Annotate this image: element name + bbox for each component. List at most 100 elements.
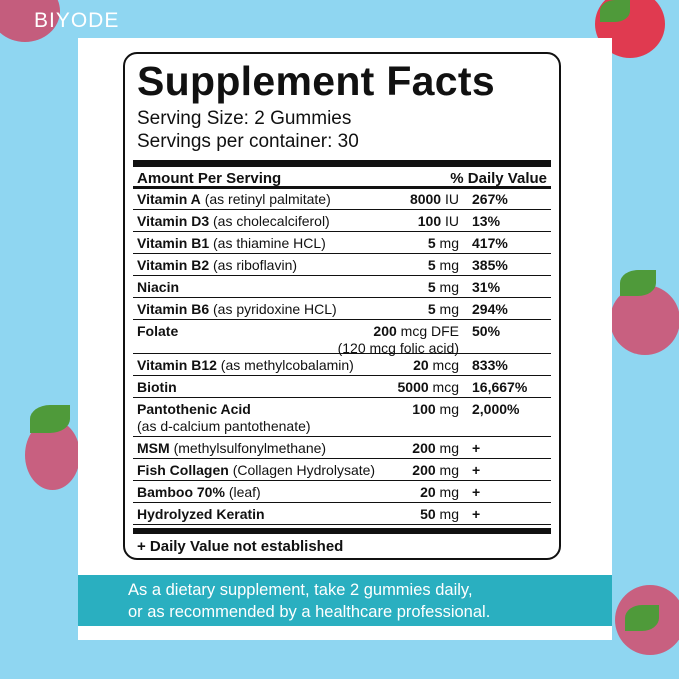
- amount: 200: [412, 440, 436, 456]
- nutrient-name: Vitamin D3: [137, 213, 210, 229]
- daily-value: 417%: [472, 235, 508, 251]
- nutrient-name: Vitamin B2: [137, 257, 210, 273]
- nutrient-name-cell: Hydrolyzed Keratin: [137, 506, 265, 522]
- daily-value: +: [472, 462, 481, 478]
- daily-value: 267%: [472, 191, 508, 207]
- nutrient-qualifier: (as pyridoxine HCL): [213, 301, 337, 317]
- nutrient-name-cell: MSM (methylsulfonylmethane): [137, 440, 326, 456]
- nutrient-name: Niacin: [137, 279, 180, 295]
- rule: [133, 186, 551, 189]
- nutrient-name: Vitamin A: [137, 191, 201, 207]
- daily-value: 13%: [472, 213, 501, 229]
- table-header: Amount Per Serving % Daily Value: [133, 169, 551, 188]
- leaf: [620, 270, 656, 296]
- daily-value: 833%: [472, 357, 508, 373]
- nutrient-row: Vitamin A (as retinyl palmitate) 8000 IU 2…: [133, 188, 551, 210]
- nutrient-name-cell: Vitamin A (as retinyl palmitate): [137, 191, 331, 207]
- nutrient-qualifier: (as retinyl palmitate): [204, 191, 331, 207]
- panel-title: Supplement Facts: [137, 58, 495, 104]
- unit: mg: [439, 235, 459, 251]
- nutrient-name-cell: Bamboo 70% (leaf): [137, 484, 261, 500]
- daily-value: +: [472, 484, 481, 500]
- daily-value: +: [472, 506, 481, 522]
- header-amount: Amount Per Serving: [137, 170, 282, 187]
- nutrient-row: Pantothenic Acid (as d-calcium pantothena…: [133, 398, 551, 437]
- unit: mg: [439, 257, 459, 273]
- daily-value: 31%: [472, 279, 501, 295]
- nutrient-name: Bamboo 70%: [137, 484, 225, 500]
- nutrient-row: Bamboo 70% (leaf) 20 mg +: [133, 481, 551, 503]
- daily-value: 16,667%: [472, 379, 528, 395]
- thick-rule: [133, 528, 551, 534]
- nutrient-name: Biotin: [137, 379, 177, 395]
- nutrient-name-cell: Niacin: [137, 279, 179, 295]
- nutrient-name-cell: Vitamin B6 (as pyridoxine HCL): [137, 301, 337, 317]
- amount-cell: 20 mg: [420, 484, 459, 500]
- amount: 200: [373, 323, 397, 339]
- nutrient-name-cell: Pantothenic Acid: [137, 401, 251, 417]
- daily-value: 2,000%: [472, 401, 520, 417]
- unit: mg: [439, 401, 459, 417]
- nutrient-row: Biotin 5000 mcg 16,667%: [133, 376, 551, 398]
- daily-value: 50%: [472, 323, 501, 339]
- daily-value: 294%: [472, 301, 508, 317]
- nutrient-row: Folate 200 mcg DFE (120 mcg folic acid) 50%: [133, 320, 551, 356]
- directions-band: As a dietary supplement, take 2 gummies …: [78, 575, 612, 626]
- amount-cell: 5000 mcg: [398, 379, 460, 395]
- amount-cell: 200 mcg DFE: [373, 323, 459, 339]
- amount: 100: [417, 213, 442, 229]
- nutrient-row: Vitamin B6 (as pyridoxine HCL) 5 mg 294%: [133, 298, 551, 320]
- nutrient-qualifier: (as thiamine HCL): [213, 235, 326, 251]
- nutrient-row: Vitamin B1 (as thiamine HCL) 5 mg 417%: [133, 232, 551, 254]
- nutrient-row: Vitamin B2 (as riboflavin) 5 mg 385%: [133, 254, 551, 276]
- unit: mcg: [432, 357, 459, 373]
- directions-line: or as recommended by a healthcare profes…: [128, 603, 491, 621]
- nutrient-name: Vitamin B1: [137, 235, 210, 251]
- leaf: [625, 605, 659, 631]
- amount-cell: 5 mg: [428, 301, 459, 317]
- servings-per-container: Servings per container: 30: [137, 131, 359, 152]
- amount-cell: 100 mg: [412, 401, 459, 417]
- directions-line: As a dietary supplement, take 2 gummies …: [128, 581, 473, 599]
- nutrient-rows: Vitamin A (as retinyl palmitate) 8000 IU 2…: [133, 188, 551, 525]
- nutrient-name: Pantothenic Acid: [137, 401, 251, 417]
- unit: mcg: [432, 379, 459, 395]
- supplement-panel: Supplement Facts Serving Size: 2 Gummies…: [123, 52, 561, 560]
- amount: 8000: [409, 191, 442, 207]
- header-daily-value: % Daily Value: [450, 170, 547, 187]
- amount: 5: [427, 301, 436, 317]
- raspberry: [610, 285, 679, 355]
- nutrient-name-cell: Folate: [137, 323, 178, 339]
- nutrient-name-cell: Biotin: [137, 379, 177, 395]
- nutrient-name-cell: Fish Collagen (Collagen Hydrolysate): [137, 462, 375, 478]
- unit: mg: [439, 279, 459, 295]
- amount-cell: 50 mg: [420, 506, 459, 522]
- nutrient-row: Hydrolyzed Keratin 50 mg +: [133, 503, 551, 525]
- leaf: [600, 0, 630, 22]
- amount-cell: 8000 IU: [410, 191, 459, 207]
- amount: 5: [427, 257, 436, 273]
- brand-logo: BIYODE: [34, 9, 120, 32]
- amount-note: (120 mcg folic acid): [337, 340, 459, 356]
- unit: IU: [445, 191, 459, 207]
- amount-cell: 100 IU: [418, 213, 459, 229]
- unit: mcg DFE: [400, 323, 459, 339]
- nutrient-qualifier: (as riboflavin): [213, 257, 298, 273]
- nutrient-qualifier: (as methylcobalamin): [220, 357, 354, 373]
- nutrient-name: Fish Collagen: [137, 462, 229, 478]
- nutrient-name: Folate: [137, 323, 179, 339]
- amount: 5: [427, 235, 436, 251]
- nutrient-row: Fish Collagen (Collagen Hydrolysate) 200 …: [133, 459, 551, 481]
- amount-cell: 200 mg: [412, 462, 459, 478]
- amount-cell: 20 mcg: [413, 357, 459, 373]
- nutrient-row: MSM (methylsulfonylmethane) 200 mg +: [133, 437, 551, 459]
- card: Supplement Facts Serving Size: 2 Gummies…: [78, 38, 612, 640]
- leaf: [30, 405, 70, 433]
- amount-cell: 200 mg: [412, 440, 459, 456]
- serving-size: Serving Size: 2 Gummies: [137, 108, 352, 129]
- nutrient-qualifier: (methylsulfonylmethane): [173, 440, 327, 456]
- daily-value: +: [472, 440, 481, 456]
- nutrient-name-cell: Vitamin D3 (as cholecalciferol): [137, 213, 330, 229]
- unit: mg: [439, 301, 459, 317]
- amount: 5: [427, 279, 436, 295]
